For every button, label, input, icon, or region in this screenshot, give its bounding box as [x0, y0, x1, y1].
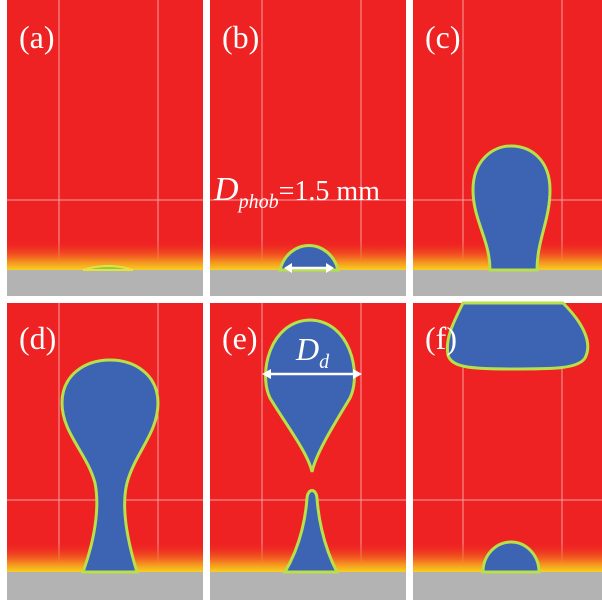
- panel-c: (c): [413, 0, 602, 296]
- value: =1.5 mm: [279, 176, 381, 207]
- symbol: D: [213, 171, 239, 208]
- panel-label: (a): [19, 19, 55, 55]
- panel-label: (e): [222, 320, 258, 356]
- panel-label: (d): [19, 320, 56, 356]
- panel-a: (a): [7, 0, 203, 296]
- panel-label: (c): [425, 19, 461, 55]
- diameter-annotation: Dphob=1.5 mm: [213, 171, 380, 213]
- panel-label: (b): [222, 19, 259, 55]
- panel-f: (f): [413, 303, 602, 600]
- subscript: phob: [237, 191, 279, 213]
- symbol: D: [295, 331, 319, 367]
- panel-b: (b): [210, 0, 406, 296]
- figure: (a) (b) (c) (d) (e): [0, 0, 602, 600]
- panel-label: (f): [425, 320, 457, 356]
- panel-d: (d): [7, 303, 203, 600]
- subscript: d: [319, 351, 330, 373]
